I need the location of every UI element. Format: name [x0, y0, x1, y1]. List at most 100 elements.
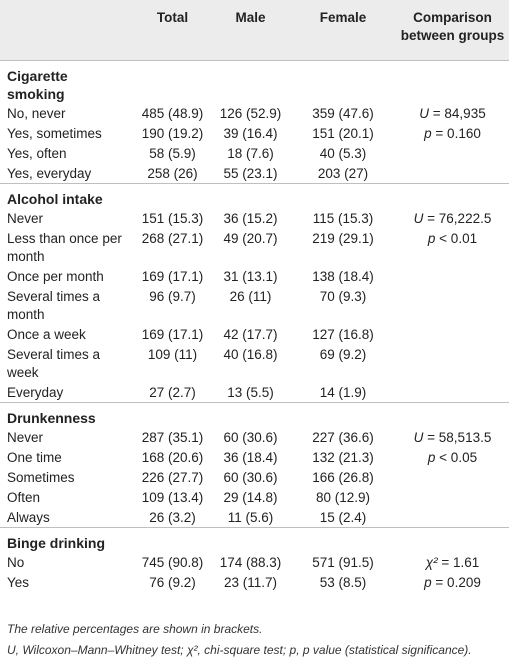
- p-value: = 0.209: [431, 575, 481, 590]
- cell-female: 227 (36.6): [312, 430, 374, 445]
- cell-female: 115 (15.3): [312, 211, 374, 226]
- row-label: Yes: [7, 575, 30, 590]
- section-divider: [0, 402, 509, 403]
- p-value: < 0.01: [435, 231, 478, 246]
- section-title-text: Alcohol intake: [7, 191, 103, 207]
- row-label: Once a week: [7, 327, 86, 342]
- p-symbol: p: [427, 231, 436, 246]
- table-row: Always 26 (3.2) 11 (5.6) 15 (2.4): [0, 507, 509, 527]
- cell-female: 70 (9.3): [319, 289, 367, 304]
- stat-symbol: χ²: [425, 555, 438, 570]
- cell-female: 219 (29.1): [312, 231, 374, 246]
- stat-symbol: U: [413, 211, 424, 226]
- cell-female: 14 (1.9): [319, 385, 367, 400]
- p-value: < 0.05: [435, 450, 478, 465]
- cell-total: 169 (17.1): [141, 327, 204, 342]
- cell-total: 109 (13.4): [141, 490, 204, 505]
- cell-total: 258 (26): [147, 166, 198, 181]
- row-label: Sometimes: [7, 470, 75, 485]
- section-title-text: Drunkenness: [7, 410, 96, 426]
- row-label: Everyday: [7, 385, 64, 400]
- footnote-abbreviations: U, Wilcoxon–Mann–Whitney test; χ², chi-s…: [7, 643, 472, 657]
- row-label: Yes, often: [7, 146, 67, 161]
- table-row: Never 151 (15.3) 36 (15.2) 115 (15.3) U = 76…: [0, 208, 509, 228]
- stat-test-value: χ² = 1.61: [400, 554, 505, 572]
- stat-p-value: p < 0.01: [400, 230, 505, 248]
- cell-total: 58 (5.9): [149, 146, 196, 161]
- cell-male: 18 (7.6): [227, 146, 274, 161]
- cell-total: 168 (20.6): [141, 450, 204, 465]
- table-row: Once a week 169 (17.1) 42 (17.7) 127 (16.8): [0, 324, 509, 344]
- table-row: Yes, often 58 (5.9) 18 (7.6) 40 (5.3): [0, 143, 509, 163]
- table-row: No, never 485 (48.9) 126 (52.9) 359 (47.6) U…: [0, 103, 509, 123]
- cell-female: 203 (27): [317, 166, 369, 181]
- section-title-text: Binge drinking: [7, 535, 105, 551]
- table-row: Everyday 27 (2.7) 13 (5.5) 14 (1.9): [0, 382, 509, 402]
- row-label: Once per month: [7, 269, 104, 284]
- cell-male: 60 (30.6): [223, 430, 278, 445]
- row-label: Often: [7, 490, 41, 505]
- cell-male: 49 (20.7): [223, 231, 278, 246]
- stat-test-value: U = 76,222.5: [400, 210, 505, 228]
- cell-male: 31 (13.1): [223, 269, 278, 284]
- row-label: Several times a month: [7, 289, 101, 322]
- cell-female: 53 (8.5): [319, 575, 367, 590]
- footnote-percentages: The relative percentages are shown in br…: [7, 622, 263, 636]
- table-row: Sometimes 226 (27.7) 60 (30.6) 166 (26.8): [0, 467, 509, 487]
- row-label: Several times a week: [7, 347, 101, 380]
- table-row: No 745 (90.8) 174 (88.3) 571 (91.5) χ² = 1.6…: [0, 552, 509, 572]
- cell-male: 36 (15.2): [223, 211, 278, 226]
- cell-female: 127 (16.8): [312, 327, 374, 342]
- table-body: Cigarette smoking No, never 485 (48.9) 126 (…: [0, 61, 509, 592]
- stat-value: = 58,513.5: [423, 430, 492, 445]
- stat-p-value: p < 0.05: [400, 449, 505, 467]
- cell-total: 27 (2.7): [149, 385, 196, 400]
- row-label: Less than once per month: [7, 231, 122, 264]
- row-label: No: [7, 555, 25, 570]
- cell-female: 166 (26.8): [312, 470, 374, 485]
- cell-male: 55 (23.1): [223, 166, 278, 181]
- row-label: Yes, everyday: [7, 166, 92, 181]
- cell-male: 126 (52.9): [219, 106, 282, 121]
- cell-female: 69 (9.2): [319, 347, 367, 362]
- cell-female: 80 (12.9): [315, 490, 371, 505]
- row-label: One time: [7, 450, 62, 465]
- cell-male: 174 (88.3): [219, 555, 282, 570]
- cell-male: 29 (14.8): [223, 490, 278, 505]
- stat-p-value: p = 0.160: [400, 125, 505, 143]
- stat-symbol: U: [413, 430, 424, 445]
- p-symbol: p: [427, 450, 436, 465]
- header-total: Total: [156, 10, 189, 25]
- table-row: Yes 76 (9.2) 23 (11.7) 53 (8.5) p = 0.209: [0, 572, 509, 592]
- header-comparison: Comparison between groups: [400, 9, 505, 45]
- stat-p-value: p = 0.209: [400, 574, 505, 592]
- cell-male: 42 (17.7): [223, 327, 278, 342]
- header-female: Female: [319, 10, 367, 25]
- cell-female: 138 (18.4): [312, 269, 374, 284]
- section-title-text-line2: smoking: [7, 86, 65, 102]
- cell-total: 76 (9.2): [149, 575, 196, 590]
- table-row: Several times a month 96 (9.7) 26 (11) 70 (…: [0, 286, 509, 324]
- cell-male: 13 (5.5): [227, 385, 274, 400]
- row-label: Never: [7, 430, 44, 445]
- section-divider: [0, 527, 509, 528]
- p-symbol: p: [424, 575, 432, 590]
- row-label: Always: [7, 510, 50, 525]
- section-title: Cigarette smoking: [0, 61, 509, 103]
- row-label: Never: [7, 211, 44, 226]
- table-row: Several times a week 109 (11) 40 (16.8) 69 …: [0, 344, 509, 382]
- table-row: Less than once per month 268 (27.1) 49 (20…: [0, 228, 509, 266]
- cell-total: 485 (48.9): [141, 106, 204, 121]
- section-divider: [0, 183, 509, 184]
- header-male: Male: [235, 10, 266, 25]
- cell-total: 287 (35.1): [141, 430, 204, 445]
- cell-total: 109 (11): [147, 347, 198, 362]
- section-title-text: Cigarette: [7, 68, 68, 84]
- cell-male: 23 (11.7): [223, 575, 278, 590]
- stat-test-value: U = 58,513.5: [400, 429, 505, 447]
- cell-female: 40 (5.3): [319, 146, 367, 161]
- cell-male: 26 (11): [229, 289, 272, 304]
- cell-total: 190 (19.2): [141, 126, 204, 141]
- table-row: Yes, sometimes 190 (19.2) 39 (16.4) 151 (20…: [0, 123, 509, 143]
